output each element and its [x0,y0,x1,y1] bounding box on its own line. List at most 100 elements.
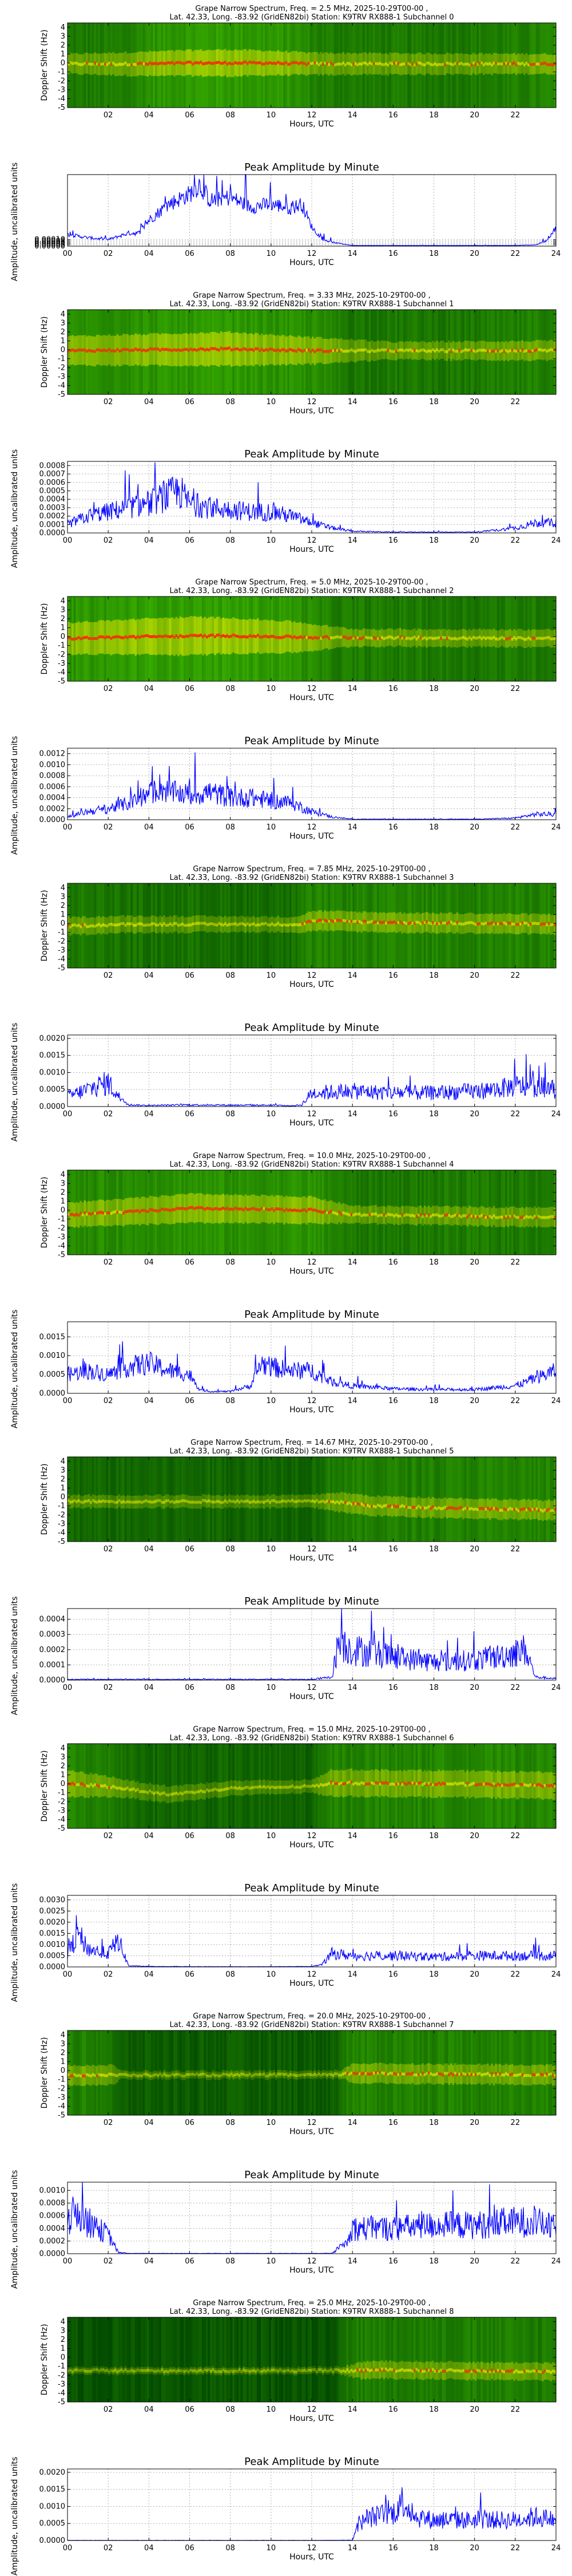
x-tick-label: 24 [551,1397,561,1405]
carrier-trace [261,922,264,926]
spectrogram-column [81,1170,85,1255]
carrier-trace [236,923,239,927]
carrier-trace [342,61,345,65]
spectrogram-column [201,883,205,968]
carrier-trace [385,62,388,66]
carrier-trace [426,1214,428,1218]
spectrogram-column [519,1457,522,1542]
x-axis-label: Hours, UTC [289,545,334,554]
spectrogram-column [460,1170,463,1255]
carrier-trace [72,924,74,927]
spectrogram-band [118,1494,121,1507]
carrier-trace [222,923,225,927]
carrier-trace [458,922,461,926]
spectrogram-column [330,1457,333,1542]
spectrogram-band [279,1495,282,1508]
carrier-trace [317,919,320,922]
carrier-trace [505,1215,508,1218]
y-tick-label: 0.0000 [39,816,66,824]
spectrogram-column [389,23,392,108]
carrier-trace [108,347,111,351]
carrier-trace [81,923,85,927]
carrier-trace [380,636,384,639]
carrier-trace [478,1215,481,1218]
x-tick-label: 16 [388,1110,398,1119]
carrier-trace [492,923,495,926]
carrier-trace [517,1509,520,1512]
carrier-trace [104,1500,107,1503]
carrier-trace [248,634,251,637]
x-tick-label: 20 [470,1258,479,1267]
carrier-trace [542,349,545,352]
spectrogram-image [67,310,557,394]
carrier-trace [299,1499,302,1503]
carrier-trace [136,1500,140,1504]
spectrogram-column [430,1170,432,1255]
carrier-trace [165,634,168,638]
carrier-trace [515,1215,518,1219]
carrier-trace [106,635,109,639]
carrier-trace [456,638,459,641]
carrier-trace [285,1500,288,1503]
carrier-trace [313,1500,316,1504]
carrier-trace [529,62,532,66]
spectrogram-band [110,1495,113,1508]
spectrogram-column [338,596,341,681]
carrier-trace [464,1507,467,1510]
carrier-trace [462,922,465,926]
spectrogram-column [69,23,72,108]
spectrogram-column [436,1170,439,1255]
carrier-trace [325,62,329,65]
spectrogram-column [480,883,483,968]
y-tick-label: 0.0007 [39,470,66,479]
carrier-trace [181,1206,184,1210]
carrier-trace [201,62,205,65]
carrier-trace [98,63,101,66]
carrier-trace [243,922,245,926]
carrier-trace [76,924,78,927]
carrier-trace [397,62,400,65]
spectrogram-column [385,1457,388,1542]
carrier-trace [346,1212,349,1216]
carrier-trace [291,61,294,64]
carrier-trace [387,1504,390,1508]
spectrogram-column [104,1457,107,1542]
carrier-trace [372,636,375,639]
spectrogram-column [430,883,432,968]
x-tick-label: 20 [470,823,479,832]
carrier-trace [157,347,160,351]
carrier-trace [360,62,363,66]
carrier-trace [214,635,217,638]
spectrogram-column [397,596,400,681]
carrier-trace [535,1507,538,1511]
carrier-trace [212,347,214,350]
y-tick-label: 0.0005 [39,1085,66,1094]
carrier-trace [367,63,370,66]
spectrogram-column [546,1170,549,1255]
spectrogram-column [92,1457,94,1542]
carrier-trace [419,636,422,639]
y-tick-label: 4 [61,23,65,32]
carrier-trace [415,62,418,66]
carrier-trace [472,636,475,639]
spectrogram-column [303,1457,306,1542]
y-tick-label: -3 [58,1233,65,1242]
carrier-trace [368,1505,371,1508]
carrier-trace [527,636,530,639]
carrier-trace [210,62,213,65]
amplitude-series-line [67,1341,557,1393]
amplitude-series-line [67,462,557,533]
carrier-trace [177,61,180,64]
carrier-trace [440,1507,443,1511]
carrier-trace [487,1215,490,1219]
spectrogram-column [348,883,351,968]
carrier-trace [224,1499,227,1503]
carrier-trace [324,1500,327,1504]
spectrogram-band [232,1495,235,1508]
y-tick-label: 0 [61,1206,65,1215]
carrier-trace [546,923,549,926]
spectrogram-band [309,1495,312,1508]
carrier-trace [496,1216,499,1219]
spectrogram-column [238,883,241,968]
carrier-trace [243,347,245,350]
